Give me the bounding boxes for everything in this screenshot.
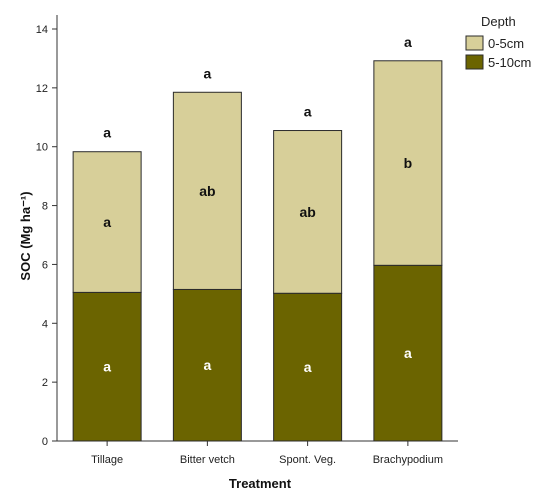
y-tick-label: 8 [42,201,48,213]
total-letter: a [304,104,312,120]
y-tick-label: 2 [42,377,48,389]
y-tick-label: 10 [36,142,48,154]
bar-lower [373,264,443,442]
segment-letter: a [304,359,312,375]
y-tick-label: 14 [36,24,48,36]
y-tick-label: 12 [36,83,48,95]
segment-letter: a [404,345,412,361]
y-tick-label: 6 [42,259,48,271]
y-axis: 0 2 4 6 8 10 12 14 [36,15,58,448]
x-tick-label: Brachypodium [373,454,443,466]
segment-letter: b [404,155,413,171]
bar-upper [373,60,443,266]
bar-upper [72,151,142,293]
total-letter: a [404,34,412,50]
total-letter: a [203,65,211,81]
x-tick-label: Tillage [91,454,123,466]
bar-lower [172,288,242,442]
x-tick-label: Bitter vetch [180,454,235,466]
legend-label: 5-10cm [488,55,531,70]
bar-upper [172,91,242,290]
y-tick-label: 4 [42,318,48,330]
y-tick-label: 0 [42,436,48,448]
legend-label: 0-5cm [488,36,524,51]
legend-swatch [465,35,484,51]
bar-lower [273,292,343,442]
bar-upper [273,130,343,294]
legend-title: Depth [481,14,516,29]
total-letter: a [103,125,111,141]
x-tick-label: Spont. Veg. [279,454,336,466]
segment-letter: ab [199,183,215,199]
segment-letter: a [103,214,111,230]
bar-lower [72,291,142,442]
bars [72,60,443,442]
x-axis-title: Treatment [229,476,292,491]
segment-letter: a [203,357,211,373]
x-axis: Tillage Bitter vetch Spont. Veg. Brachypodi… [57,440,458,466]
y-axis-title: SOC (Mg ha⁻¹) [18,191,33,280]
segment-letter: ab [299,204,315,220]
segment-letter: a [103,359,111,375]
legend: Depth 0-5cm 5-10cm [465,14,531,70]
legend-swatch [465,54,484,70]
